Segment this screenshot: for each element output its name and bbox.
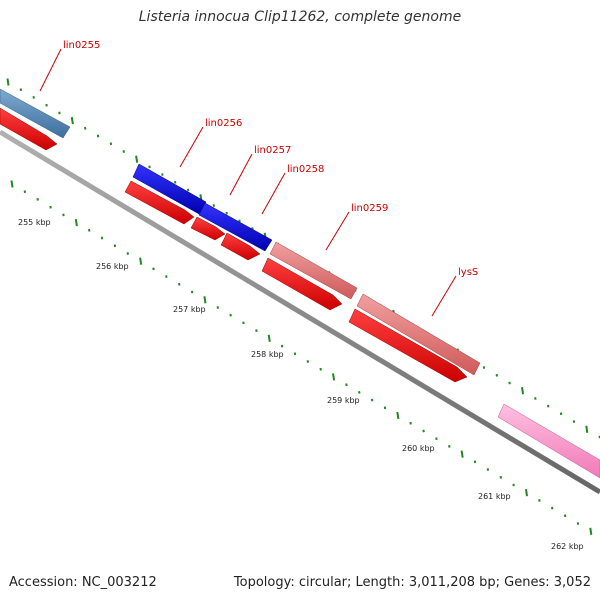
inner-tick-mark xyxy=(525,489,528,497)
genome-title: Listeria innocua Clip11262, complete gen… xyxy=(138,9,462,25)
ruler-label-260: 260 kbp xyxy=(402,444,435,453)
inner-tick-mark xyxy=(74,218,78,227)
inner-tick-mark xyxy=(10,180,14,188)
outer-tick-mark xyxy=(70,116,74,125)
ruler-label-258: 258 kbp xyxy=(251,350,284,359)
inner-tick-mark xyxy=(332,373,336,381)
accession-text: Accession: NC_003212 xyxy=(9,575,157,590)
gene-bar-lin0255[interactable] xyxy=(0,88,71,139)
inner-tick-mark xyxy=(267,334,271,342)
cds-arrow-lin0259[interactable] xyxy=(261,257,343,311)
gene-bar-lin0257[interactable] xyxy=(198,202,273,252)
gene-bar-lin0258[interactable] xyxy=(269,241,358,300)
gene-label-lin0258[interactable]: lin0258 xyxy=(287,164,324,175)
genome-backbone xyxy=(0,129,600,495)
ruler-label-255: 255 kbp xyxy=(18,218,51,227)
ruler-label-259: 259 kbp xyxy=(327,396,360,405)
inner-tick-mark xyxy=(203,296,207,304)
gene-label-lin0256[interactable]: lin0256 xyxy=(205,118,242,129)
label-line-lin0259 xyxy=(325,211,350,251)
ruler-label-256: 256 kbp xyxy=(96,262,129,271)
cds-arrow-lin0258[interactable] xyxy=(220,232,261,261)
gene-bar-lin0256[interactable] xyxy=(132,163,207,215)
inner-tick-mark xyxy=(396,411,400,420)
cds-arrow-lin0257[interactable] xyxy=(190,216,226,241)
cds-arrow-lysS[interactable] xyxy=(348,308,468,383)
inner-tick-mark xyxy=(589,527,593,535)
cds-arrow-lin0255[interactable] xyxy=(0,107,58,151)
outer-tick-mark xyxy=(135,155,139,163)
gene-bar-extra[interactable] xyxy=(497,403,600,479)
outer-tick-mark xyxy=(521,387,524,395)
label-line-lin0257 xyxy=(229,153,253,196)
ruler-label-257: 257 kbp xyxy=(173,305,206,314)
gene-label-lin0259[interactable]: lin0259 xyxy=(351,203,388,214)
label-line-lysS xyxy=(431,275,457,317)
label-line-lin0256 xyxy=(179,126,204,168)
outer-tick-mark xyxy=(6,78,10,86)
ruler-label-262: 262 kbp xyxy=(551,542,584,551)
inner-tick-mark xyxy=(139,257,143,265)
gene-label-lin0255[interactable]: lin0255 xyxy=(63,40,100,51)
gene-label-lin0257[interactable]: lin0257 xyxy=(254,145,291,156)
gene-label-lysS[interactable]: lysS xyxy=(458,267,478,278)
cds-arrow-lin0256[interactable] xyxy=(124,180,195,225)
outer-tick-mark xyxy=(585,425,589,433)
inner-tick-mark xyxy=(460,450,464,458)
ruler-label-261: 261 kbp xyxy=(478,492,511,501)
genome-summary-text: Topology: circular; Length: 3,011,208 bp… xyxy=(233,575,591,590)
label-line-lin0258 xyxy=(261,172,286,215)
gene-bar-lin0259[interactable] xyxy=(356,293,481,376)
inner-tick-track xyxy=(10,180,593,535)
label-line-lin0255 xyxy=(39,48,62,92)
